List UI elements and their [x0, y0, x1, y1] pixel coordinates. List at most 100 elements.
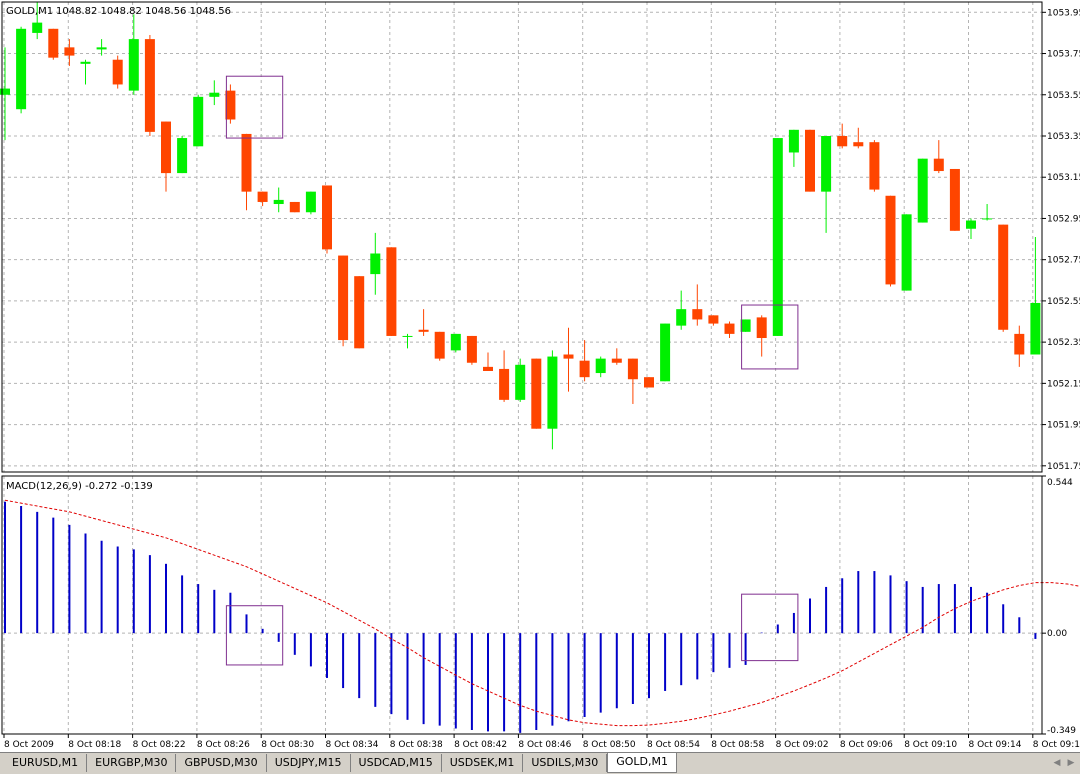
scroll-left-icon[interactable]: ◀: [1053, 758, 1061, 768]
price-highlight-box: [741, 304, 799, 370]
candle-body: [676, 309, 687, 326]
candle: [289, 201, 300, 213]
candle: [128, 14, 139, 95]
time-tick-label: 8 Oct 08:50: [583, 740, 636, 750]
candle: [241, 133, 252, 211]
macd-histogram: [4, 501, 1037, 733]
price-tick-label: 1053.35: [1047, 132, 1080, 142]
candle-body: [821, 135, 832, 192]
candle: [644, 377, 654, 388]
candle: [724, 321, 735, 339]
tab-usdjpy-m15[interactable]: USDJPY,M15: [266, 754, 351, 772]
time-tick-label: 8 Oct 08:26: [197, 740, 250, 750]
candle-body: [901, 214, 912, 291]
price-tick-label: 1052.95: [1047, 214, 1080, 224]
macd-highlight-box: [225, 605, 284, 666]
candle: [305, 191, 316, 215]
macd-tick-label: 0.00: [1047, 629, 1067, 639]
time-tick-label: 8 Oct 08:30: [261, 740, 314, 750]
candle-body: [450, 333, 461, 351]
candle-body: [161, 121, 171, 174]
candle-body: [354, 276, 365, 349]
candle: [837, 123, 848, 149]
candle: [547, 350, 558, 450]
candle-body: [434, 331, 445, 359]
candle: [949, 168, 960, 231]
signal-line: [4, 499, 1080, 727]
time-tick-label: 8 Oct 09:02: [776, 740, 829, 750]
candle: [579, 340, 590, 382]
candle: [450, 333, 461, 353]
candle: [0, 47, 10, 141]
candle-body: [966, 220, 976, 229]
candle-body: [788, 129, 799, 153]
candle: [966, 218, 976, 240]
candle-body: [483, 366, 493, 371]
price-tick-label: 1053.95: [1047, 8, 1080, 18]
candle-body: [370, 253, 381, 275]
candle-body: [112, 59, 123, 85]
scroll-right-icon[interactable]: ▶: [1067, 758, 1075, 768]
tab-scroll: ◀ ▶: [1052, 756, 1076, 770]
candle: [32, 2, 43, 40]
candle: [756, 315, 767, 357]
candle-body: [418, 329, 429, 332]
candle: [998, 224, 1009, 332]
macd-panel-frame: [1, 475, 1043, 735]
candle: [322, 185, 332, 254]
candle-body: [579, 360, 590, 378]
candle-body: [692, 309, 703, 320]
candle: [16, 26, 27, 114]
chart-canvas[interactable]: 1053.95 1053.75 1053.55 1053.35 1053.15 1052.…: [0, 0, 1080, 752]
candle-body: [595, 358, 606, 374]
candle: [80, 59, 91, 85]
candle-body: [386, 247, 397, 336]
candle-body: [322, 185, 332, 250]
candle: [273, 187, 284, 213]
candle-body: [708, 315, 719, 324]
tab-usdsek-m1[interactable]: USDSEK,M1: [441, 754, 524, 772]
candle: [531, 358, 542, 429]
tab-eurusd-m1[interactable]: EURUSD,M1: [4, 754, 88, 772]
candle: [177, 135, 188, 174]
candle-body: [144, 39, 155, 132]
price-tick-label: 1051.75: [1047, 462, 1080, 472]
candle-body: [933, 158, 944, 172]
tab-gold-m1[interactable]: GOLD,M1: [607, 753, 677, 773]
candle-body: [96, 47, 107, 50]
candle-body: [853, 142, 864, 147]
candle-body: [547, 356, 558, 429]
price-tick-label: 1051.95: [1047, 421, 1080, 431]
time-axis: 8 Oct 2009 8 Oct 08:18 8 Oct 08:22 8 Oct 08…: [3, 734, 1080, 750]
price-panel-frame: [1, 1, 1043, 473]
highlight-boxes: [225, 75, 799, 666]
candle-body: [837, 135, 848, 147]
time-tick-label: 8 Oct 2009: [4, 740, 54, 750]
candle: [692, 284, 703, 326]
candle: [853, 127, 864, 149]
candle-body: [241, 133, 252, 192]
candle: [483, 352, 493, 371]
candle: [225, 84, 236, 124]
macd-signal-line: [4, 499, 1080, 727]
candle-body: [515, 364, 526, 400]
time-tick-label: 8 Oct 08:34: [326, 740, 379, 750]
candle: [64, 39, 75, 66]
candle: [434, 331, 445, 361]
tab-gbpusd-m30[interactable]: GBPUSD,M30: [176, 754, 267, 772]
candle: [1014, 325, 1025, 367]
candle: [354, 276, 365, 349]
price-tick-label: 1052.55: [1047, 297, 1080, 307]
candle: [112, 55, 123, 89]
candle-body: [627, 358, 638, 380]
price-tick-label: 1053.75: [1047, 50, 1080, 60]
tab-usdils-m30[interactable]: USDILS,M30: [523, 754, 608, 772]
tab-usdcad-m15[interactable]: USDCAD,M15: [350, 754, 442, 772]
tab-eurgbp-m30[interactable]: EURGBP,M30: [87, 754, 177, 772]
candle-body: [1014, 333, 1025, 355]
candle: [708, 315, 719, 326]
candle-body: [273, 199, 284, 205]
candle-body: [756, 317, 767, 339]
candle-body: [740, 319, 751, 332]
price-tick-label: 1053.55: [1047, 91, 1080, 101]
